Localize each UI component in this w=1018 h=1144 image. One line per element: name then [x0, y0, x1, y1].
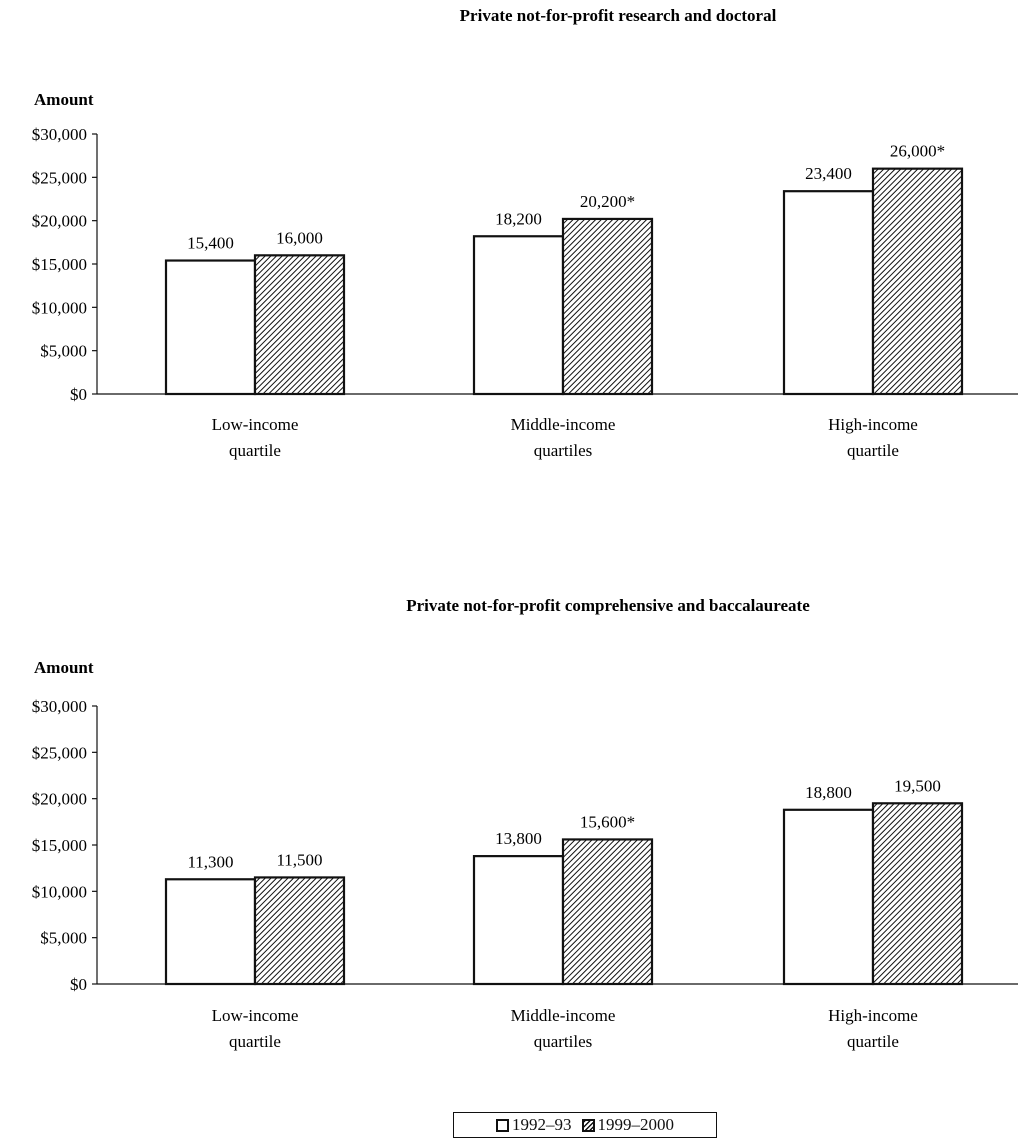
- data-label: 16,000: [276, 228, 323, 247]
- bar-1992-93: [472, 235, 565, 396]
- bar-1992-93: [782, 808, 875, 986]
- data-label: 23,400: [805, 164, 852, 183]
- data-label: 19,500: [894, 776, 941, 795]
- data-label: 15,400: [187, 234, 234, 253]
- category-label: quartile: [229, 441, 281, 460]
- category-label: quartiles: [534, 441, 593, 460]
- legend-item-1992: 1992–93: [496, 1115, 572, 1135]
- category-label: Low-income: [212, 415, 299, 434]
- y-axis-label: Amount: [34, 90, 94, 109]
- chart-research-doctoral: Private not-for-profit research and doct…: [32, 6, 1018, 460]
- y-tick-label: $30,000: [32, 697, 87, 716]
- bar-1999-2000: [871, 802, 964, 986]
- bar-1992-93: [782, 190, 875, 396]
- category-label: quartile: [229, 1032, 281, 1051]
- y-tick-label: $5,000: [40, 929, 87, 948]
- y-tick-label: $20,000: [32, 212, 87, 231]
- data-label: 18,800: [805, 783, 852, 802]
- bar-1999-2000: [253, 876, 346, 986]
- y-tick-label: $10,000: [32, 298, 87, 317]
- chart-title: Private not-for-profit research and doct…: [460, 6, 777, 25]
- y-tick-label: $30,000: [32, 125, 87, 144]
- chart-comprehensive-baccalaureate: Private not-for-profit comprehensive and…: [32, 596, 1018, 1051]
- category-label: quartiles: [534, 1032, 593, 1051]
- bar-1992-93: [164, 259, 257, 396]
- data-label: 11,300: [187, 852, 233, 871]
- category-label: Low-income: [212, 1006, 299, 1025]
- y-tick-label: $25,000: [32, 168, 87, 187]
- category-label: quartile: [847, 1032, 899, 1051]
- category-label: Middle-income: [511, 1006, 616, 1025]
- legend: 1992–93 1999–2000: [453, 1112, 717, 1138]
- data-label: 18,200: [495, 209, 542, 228]
- legend-swatch-hatched: [581, 1118, 595, 1132]
- y-tick-label: $10,000: [32, 882, 87, 901]
- data-label: 26,000*: [890, 142, 945, 161]
- category-label: Middle-income: [511, 415, 616, 434]
- data-label: 15,600*: [580, 812, 635, 831]
- y-tick-label: $20,000: [32, 790, 87, 809]
- bar-1999-2000: [561, 217, 654, 396]
- y-tick-label: $5,000: [40, 342, 87, 361]
- y-tick-label: $15,000: [32, 255, 87, 274]
- bar-1999-2000: [253, 254, 346, 396]
- data-label: 11,500: [276, 850, 322, 869]
- y-axis-label: Amount: [34, 658, 94, 677]
- bar-1999-2000: [871, 167, 964, 396]
- data-label: 20,200*: [580, 192, 635, 211]
- bar-1992-93: [472, 855, 565, 986]
- bar-1999-2000: [561, 838, 654, 986]
- y-tick-label: $0: [70, 975, 87, 994]
- bar-1992-93: [164, 878, 257, 986]
- y-tick-label: $15,000: [32, 836, 87, 855]
- category-label: High-income: [828, 1006, 918, 1025]
- data-label: 13,800: [495, 829, 542, 848]
- chart-title: Private not-for-profit comprehensive and…: [406, 596, 810, 615]
- category-label: quartile: [847, 441, 899, 460]
- legend-label-1992: 1992–93: [512, 1115, 572, 1134]
- y-tick-label: $0: [70, 385, 87, 404]
- legend-swatch-white: [496, 1118, 509, 1132]
- y-tick-label: $25,000: [32, 743, 87, 762]
- category-label: High-income: [828, 415, 918, 434]
- legend-label-1999: 1999–2000: [597, 1115, 675, 1134]
- legend-item-1999: 1999–2000: [581, 1115, 675, 1135]
